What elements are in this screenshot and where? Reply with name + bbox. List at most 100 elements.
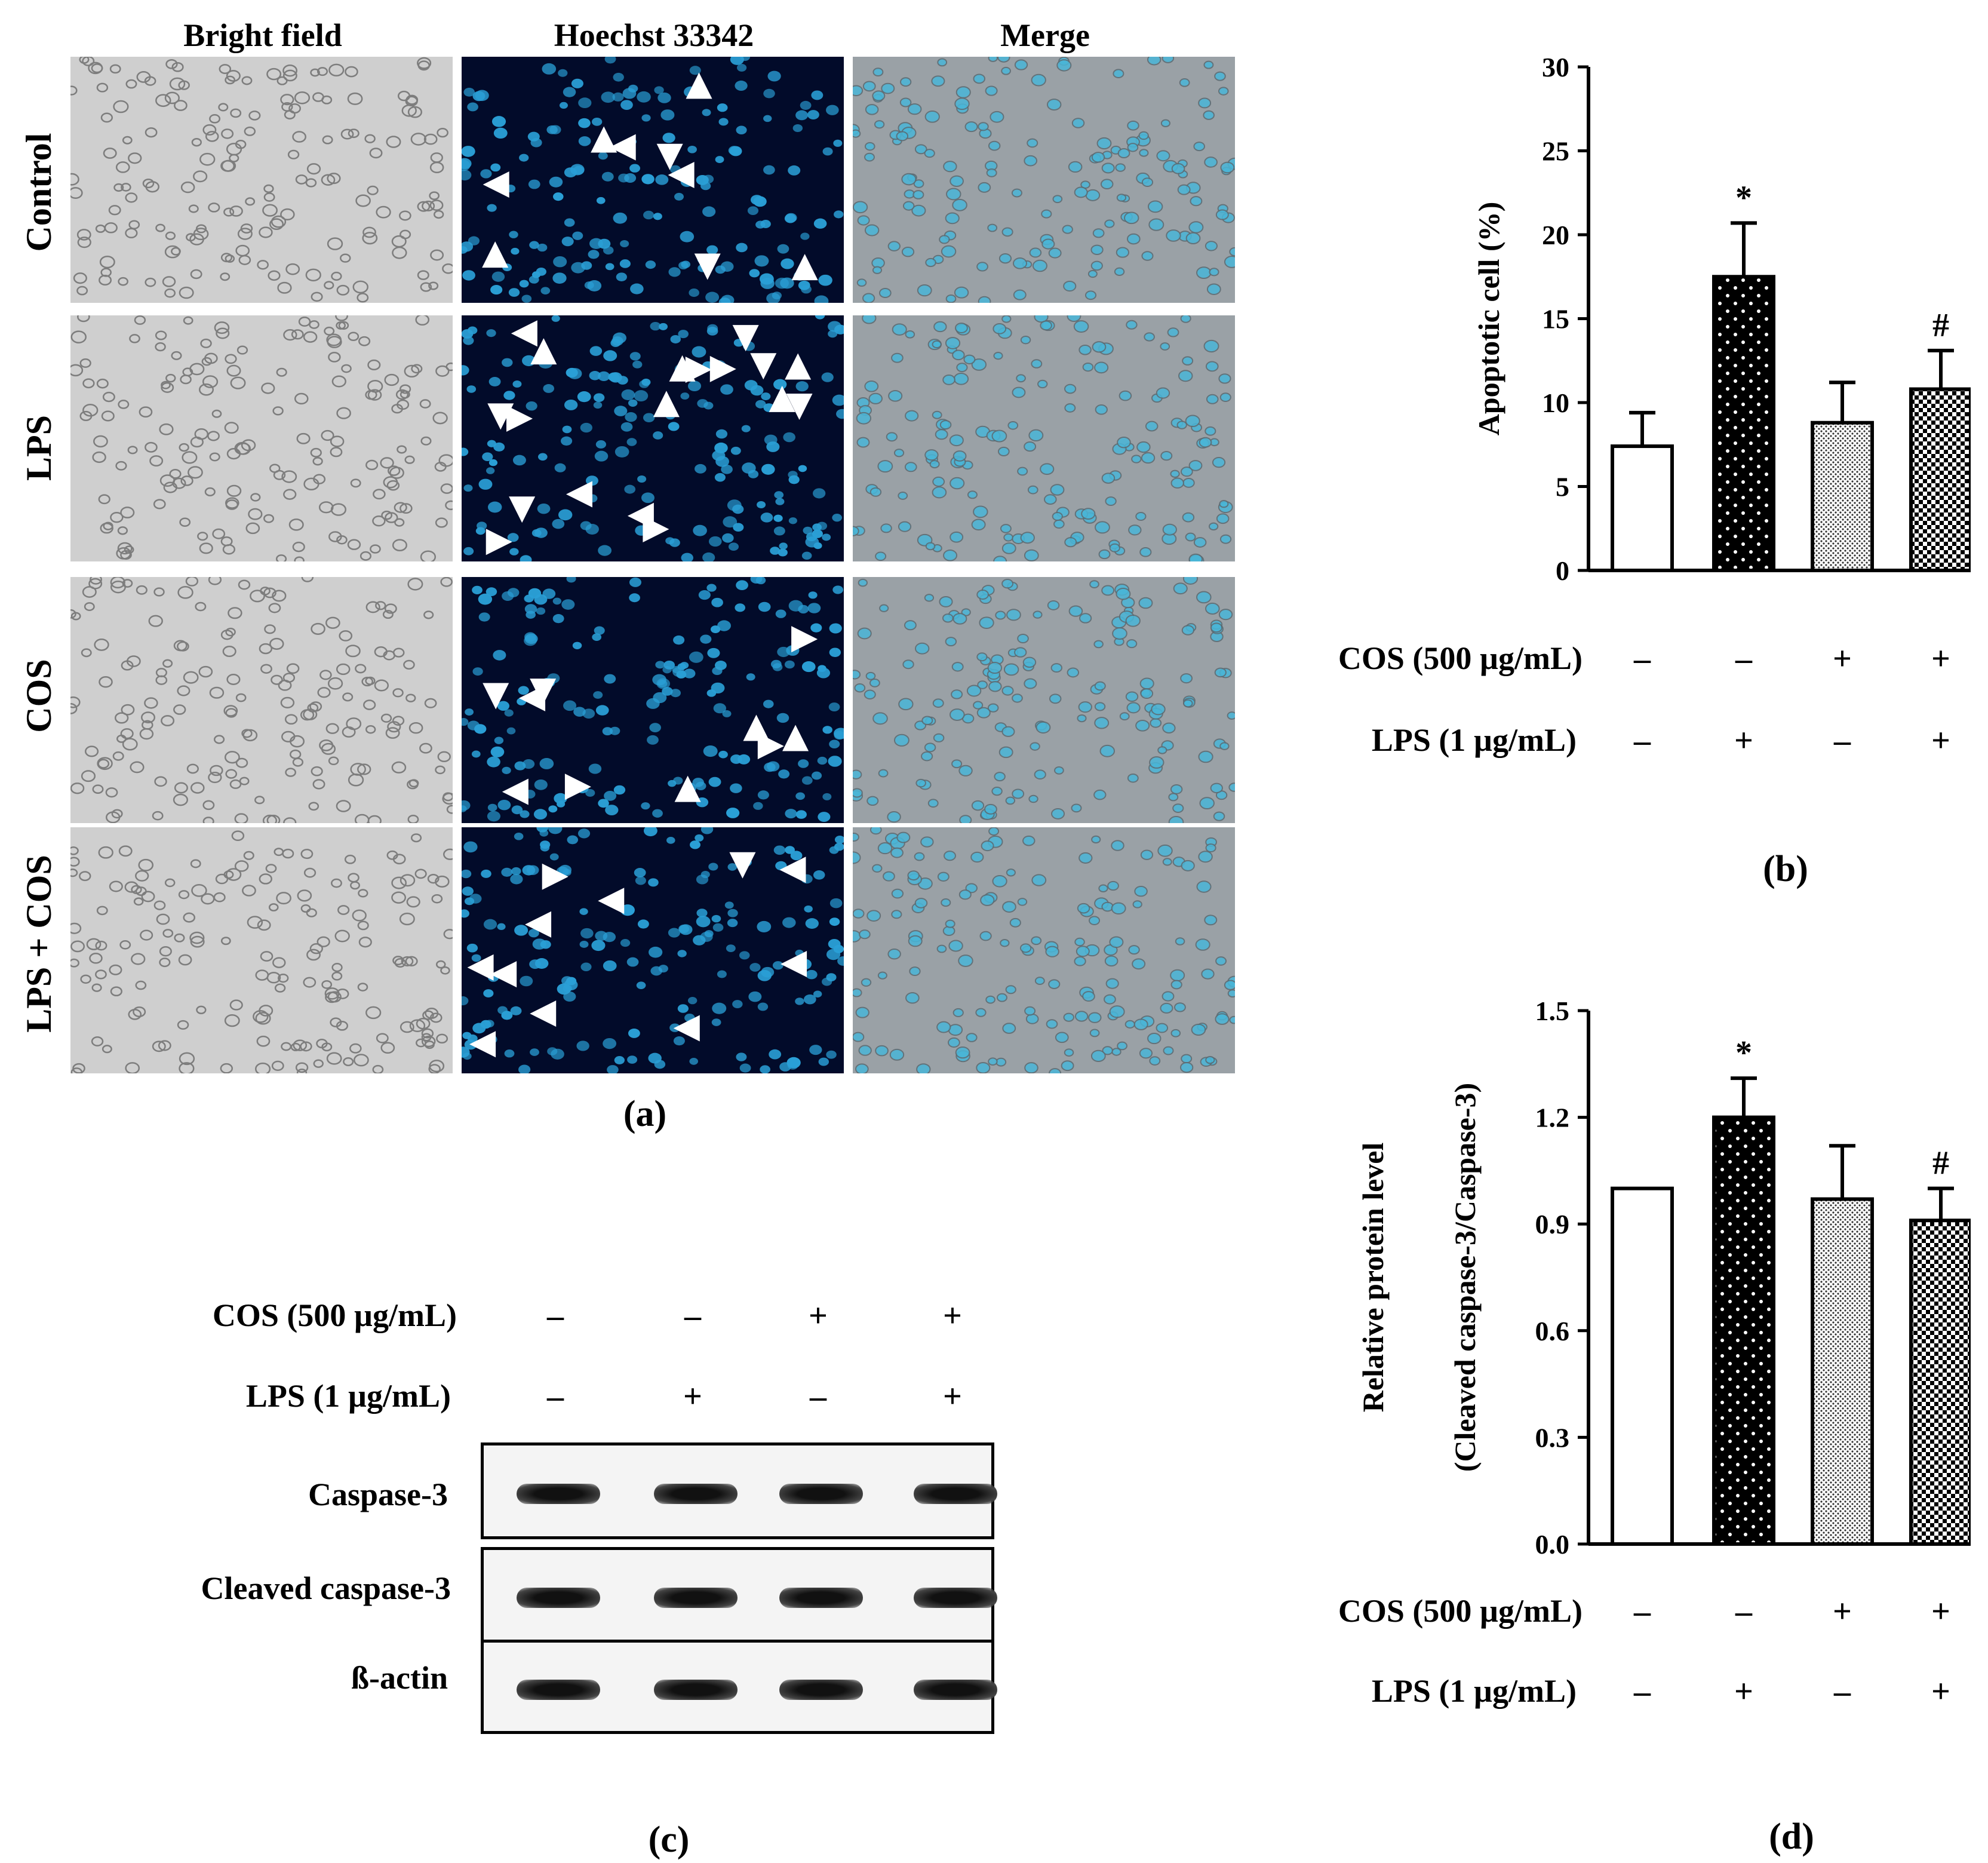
- cell: [717, 970, 727, 978]
- cell: [284, 714, 298, 725]
- cell: [1116, 588, 1131, 600]
- cell: [1182, 512, 1195, 523]
- cell: [342, 726, 356, 738]
- cell: [133, 897, 144, 906]
- cell: [1218, 87, 1229, 96]
- y-tick-label: 20: [1542, 220, 1569, 250]
- cell: [722, 533, 734, 543]
- cell: [1181, 466, 1193, 477]
- cell: [164, 878, 176, 888]
- cell: [604, 790, 617, 801]
- cell: [996, 993, 1007, 1002]
- cell: [1191, 1023, 1206, 1036]
- cell: [1009, 917, 1021, 928]
- cell: [1049, 1068, 1062, 1073]
- cell: [211, 409, 222, 418]
- cell: [91, 983, 102, 992]
- cell: [853, 526, 859, 536]
- cell: [739, 1063, 751, 1073]
- cell: [813, 488, 826, 499]
- cell: [826, 973, 837, 981]
- cell: [1126, 320, 1138, 330]
- cell: [828, 702, 840, 712]
- cell: [941, 245, 957, 258]
- cell: [595, 440, 607, 449]
- cell: [493, 127, 508, 139]
- cell: [189, 931, 205, 944]
- cell: [937, 58, 948, 67]
- cell: [373, 489, 386, 500]
- cell: [958, 954, 973, 967]
- cell: [487, 803, 497, 812]
- cell: [1094, 717, 1110, 729]
- cell: [1112, 627, 1127, 640]
- cell: [832, 394, 844, 406]
- cell: [70, 696, 81, 708]
- cell: [706, 245, 718, 254]
- cell: [483, 919, 497, 930]
- cell: [171, 62, 184, 72]
- protein-band: [517, 1484, 600, 1504]
- cell: [890, 847, 904, 858]
- cell: [165, 373, 176, 383]
- cell: [834, 843, 844, 851]
- cell: [958, 889, 972, 900]
- cell: [946, 188, 961, 201]
- cell: [133, 1006, 146, 1018]
- cell: [714, 660, 727, 670]
- cell: [1109, 1005, 1125, 1018]
- cell: [1088, 916, 1101, 925]
- cell: [920, 836, 934, 848]
- cell: [70, 846, 79, 855]
- cell: [853, 201, 868, 214]
- cell: [357, 763, 371, 775]
- cell: [829, 647, 841, 657]
- cell: [202, 817, 214, 823]
- cell: [271, 215, 287, 228]
- cell: [222, 544, 236, 555]
- cell: [263, 184, 274, 194]
- cell: [70, 364, 84, 377]
- cell: [769, 1049, 782, 1060]
- bar-control: [1611, 1186, 1674, 1546]
- cell: [272, 406, 284, 416]
- cell: [872, 67, 884, 77]
- cell: [778, 548, 788, 557]
- cell: [357, 983, 368, 992]
- cell: [289, 749, 302, 759]
- cell: [202, 375, 219, 388]
- cell: [404, 455, 415, 464]
- cell: [357, 920, 369, 931]
- cell: [109, 964, 122, 975]
- cell: [549, 176, 563, 188]
- cell: [635, 876, 646, 885]
- cell: [1128, 524, 1142, 536]
- significance-hash: #: [1932, 307, 1949, 344]
- chart-d-condition-sign: +: [1931, 1673, 1950, 1710]
- cell: [73, 272, 87, 284]
- cell: [504, 709, 514, 717]
- cell: [924, 449, 939, 461]
- cell: [407, 815, 419, 823]
- cell: [1190, 196, 1203, 207]
- cell: [358, 889, 368, 898]
- cell: [1094, 681, 1106, 691]
- cell: [405, 956, 418, 966]
- cell: [231, 830, 245, 842]
- cell: [730, 446, 741, 455]
- cell: [749, 963, 761, 972]
- cell: [1168, 816, 1184, 823]
- cell: [1064, 1048, 1074, 1057]
- chart-d-condition-sign: –: [1735, 1593, 1752, 1630]
- cell: [601, 171, 614, 182]
- cell: [442, 263, 453, 274]
- cell: [161, 382, 174, 393]
- cell: [1160, 1002, 1173, 1014]
- cell: [956, 363, 968, 373]
- cell: [670, 334, 681, 343]
- cell: [964, 121, 978, 133]
- cell: [703, 401, 714, 410]
- cell: [655, 661, 665, 669]
- cell: [1135, 511, 1147, 521]
- cell: [1074, 186, 1088, 198]
